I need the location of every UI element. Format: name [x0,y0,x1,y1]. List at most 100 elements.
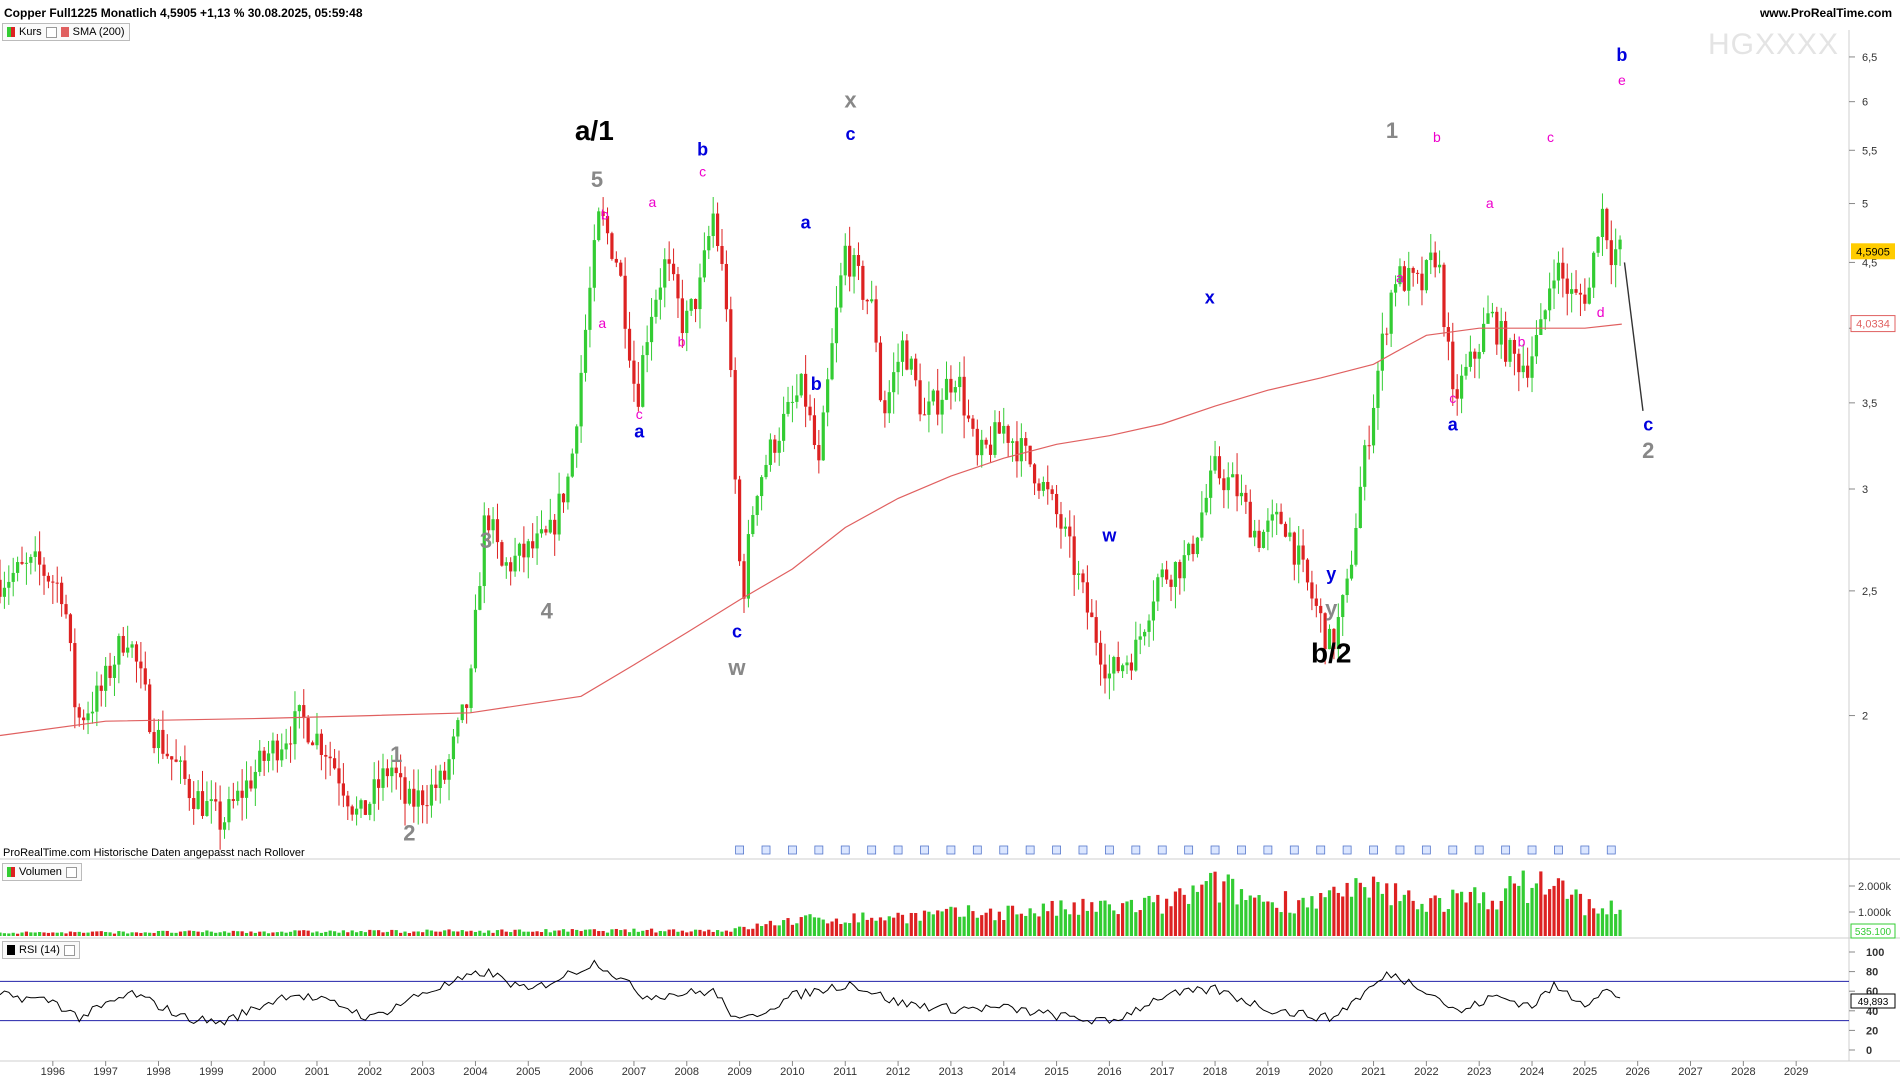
volume-bar [1046,911,1050,936]
wave-label: a [1448,415,1459,435]
event-marker [1237,845,1246,855]
candle-body [1279,511,1283,524]
volume-bar [271,932,275,936]
volume-bar [183,931,187,936]
candle-body [1024,438,1028,446]
candle-body [918,380,922,415]
candle-body [1314,598,1318,606]
wave-label: b [678,334,686,350]
candle-body [1323,613,1327,650]
volume-bar [583,929,588,936]
wrench-icon[interactable] [45,26,57,38]
candle-body [1002,425,1006,434]
wave-label: a [801,213,812,233]
volume-bar [390,929,394,936]
volume-bar [870,917,874,936]
candle-body [1345,578,1349,596]
candle-body [724,263,728,310]
candle-body [852,255,856,277]
candle-body [156,729,161,749]
candle-body [790,401,795,403]
candle-body [839,275,843,308]
volume-bar [1323,897,1327,936]
candle-body [429,784,434,806]
candle-body [689,298,693,311]
volume-legend[interactable]: Volumen [2,863,82,881]
candle-body [1165,569,1169,580]
candle-body [804,373,808,407]
candle-body [1032,464,1037,484]
candle-body [1107,673,1111,679]
candle-body [1037,483,1041,491]
candle-body [407,788,412,804]
candle-body [1565,278,1569,294]
volume-bar [1614,914,1618,936]
volume-bar [280,931,284,936]
volume-bar [795,923,799,936]
candle-body [372,779,376,804]
volume-bar [249,931,253,936]
volume-bar [1173,891,1178,936]
volume-bar [126,933,130,936]
candle-body [905,340,909,370]
volume-badge [1850,923,1896,939]
rsi-tick-label: 40 [1866,1006,1878,1018]
candle-body [346,795,350,807]
candle-body [993,422,997,455]
candle-body [861,265,865,300]
site-label[interactable]: www.ProRealTime.com [1759,6,1892,20]
candle-body [469,668,473,708]
candle-body [808,406,812,416]
wrench-icon[interactable] [63,944,75,956]
x-tick-label: 2009 [727,1066,751,1078]
volume-bar [134,932,139,936]
volume-bar [834,918,839,936]
candle-body [715,213,720,247]
volume-bar [354,932,359,936]
candle-body [843,245,847,276]
volume-bar [799,917,803,936]
volume-bar [966,905,971,936]
volume-bar [619,930,623,936]
candle-body [394,767,398,774]
x-tick-label: 2003 [410,1066,434,1078]
volume-bar [1129,899,1134,936]
volume-bar [310,932,315,936]
candle-body [887,392,891,414]
candle-body [1235,474,1239,497]
volume-bar [830,921,834,936]
candle-body [90,711,95,714]
candle-body [1609,240,1613,266]
candle-body [566,476,570,503]
candle-body [341,783,345,796]
candle-body [733,370,737,480]
candle-body [1319,605,1323,614]
candle-body [544,529,548,533]
candle-body [548,519,552,533]
candle-body [1266,520,1270,532]
volume-bar [456,931,460,936]
volume-bar [487,930,491,936]
volume-bar [68,931,73,936]
volume-bar [931,914,935,936]
candle-body [592,240,596,288]
wrench-icon[interactable] [65,866,77,878]
candle-body [425,805,429,807]
volume-bar [782,920,786,936]
candle-body [773,439,777,453]
volume-bar [1490,900,1495,936]
candle-body [192,798,196,809]
candle-body [720,246,724,264]
volume-bar [165,930,169,936]
volume-bar [878,917,883,936]
volume-bar [231,930,235,936]
volume-bar [1380,893,1384,936]
candle-body [742,561,746,599]
wave-label: a [1396,270,1404,286]
rsi-legend[interactable]: RSI (14) [2,941,80,959]
candle-body [280,749,284,761]
candle-body [1187,543,1191,556]
candle-body [1517,353,1521,373]
volume-bar [667,929,671,936]
price-legend[interactable]: Kurs SMA (200) [2,23,130,41]
